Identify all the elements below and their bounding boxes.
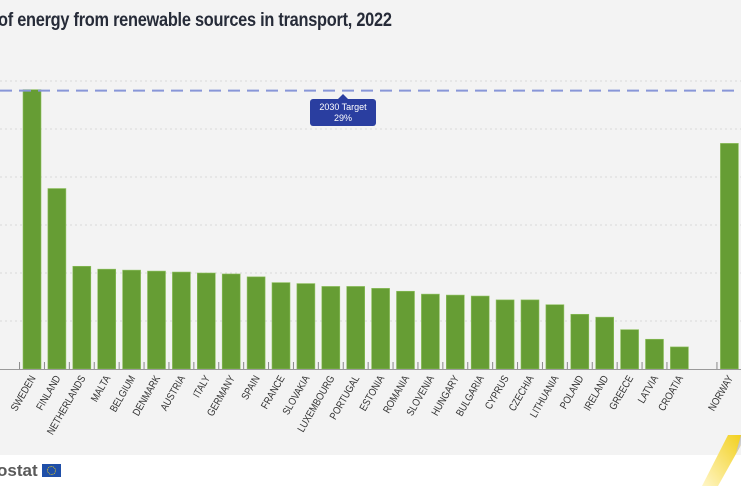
target-label: 2030 Target 29% xyxy=(310,94,376,126)
x-tick-label: NORWAY xyxy=(706,373,736,413)
bar-sweden xyxy=(22,89,42,370)
target-label-title: 2030 Target xyxy=(319,102,367,112)
bar-lithuania xyxy=(545,304,565,370)
bar-hungary xyxy=(445,294,465,370)
bar-austria xyxy=(172,271,191,370)
x-tick-label: AUSTRIA xyxy=(159,373,189,413)
bar-czechia xyxy=(520,299,540,370)
target-label-value: 29% xyxy=(333,113,352,123)
bar-romania xyxy=(396,290,415,370)
x-tick-label: GREECE xyxy=(607,373,636,412)
chart-title: of energy from renewable sources in tran… xyxy=(0,10,392,31)
bar-estonia xyxy=(371,288,390,370)
eu-flag-icon xyxy=(42,464,61,477)
bar-latvia xyxy=(645,338,664,370)
bar-portugal xyxy=(346,286,366,370)
x-tick-label: ITALY xyxy=(191,373,213,400)
bar-poland xyxy=(570,313,590,370)
bar-greece xyxy=(620,329,639,370)
bar-malta xyxy=(97,268,116,370)
bar-croatia xyxy=(670,346,689,370)
bar-denmark xyxy=(147,270,166,370)
decorative-stripe-icon xyxy=(702,435,741,486)
footer xyxy=(0,455,741,486)
eurostat-logo-text: ostat xyxy=(0,461,38,480)
x-tick-label: CROATIA xyxy=(656,373,686,413)
bar-finland xyxy=(47,188,67,370)
bar-cyprus xyxy=(495,299,515,370)
bar-netherlands xyxy=(72,265,92,370)
x-tick-label: MALTA xyxy=(89,373,114,404)
bar-slovenia xyxy=(421,293,440,370)
bar-italy xyxy=(197,272,216,370)
bar-luxembourg xyxy=(321,286,341,370)
x-tick-label: SPAIN xyxy=(240,374,263,403)
x-tick-label: LATVIA xyxy=(636,373,662,405)
bar-france xyxy=(271,282,291,370)
bar-bulgaria xyxy=(470,295,490,370)
bar-belgium xyxy=(122,269,141,370)
bar-germany xyxy=(221,273,241,370)
bar-slovakia xyxy=(296,283,316,370)
bar-spain xyxy=(246,276,266,370)
bar-ireland xyxy=(595,316,615,370)
bar-norway xyxy=(720,143,739,370)
